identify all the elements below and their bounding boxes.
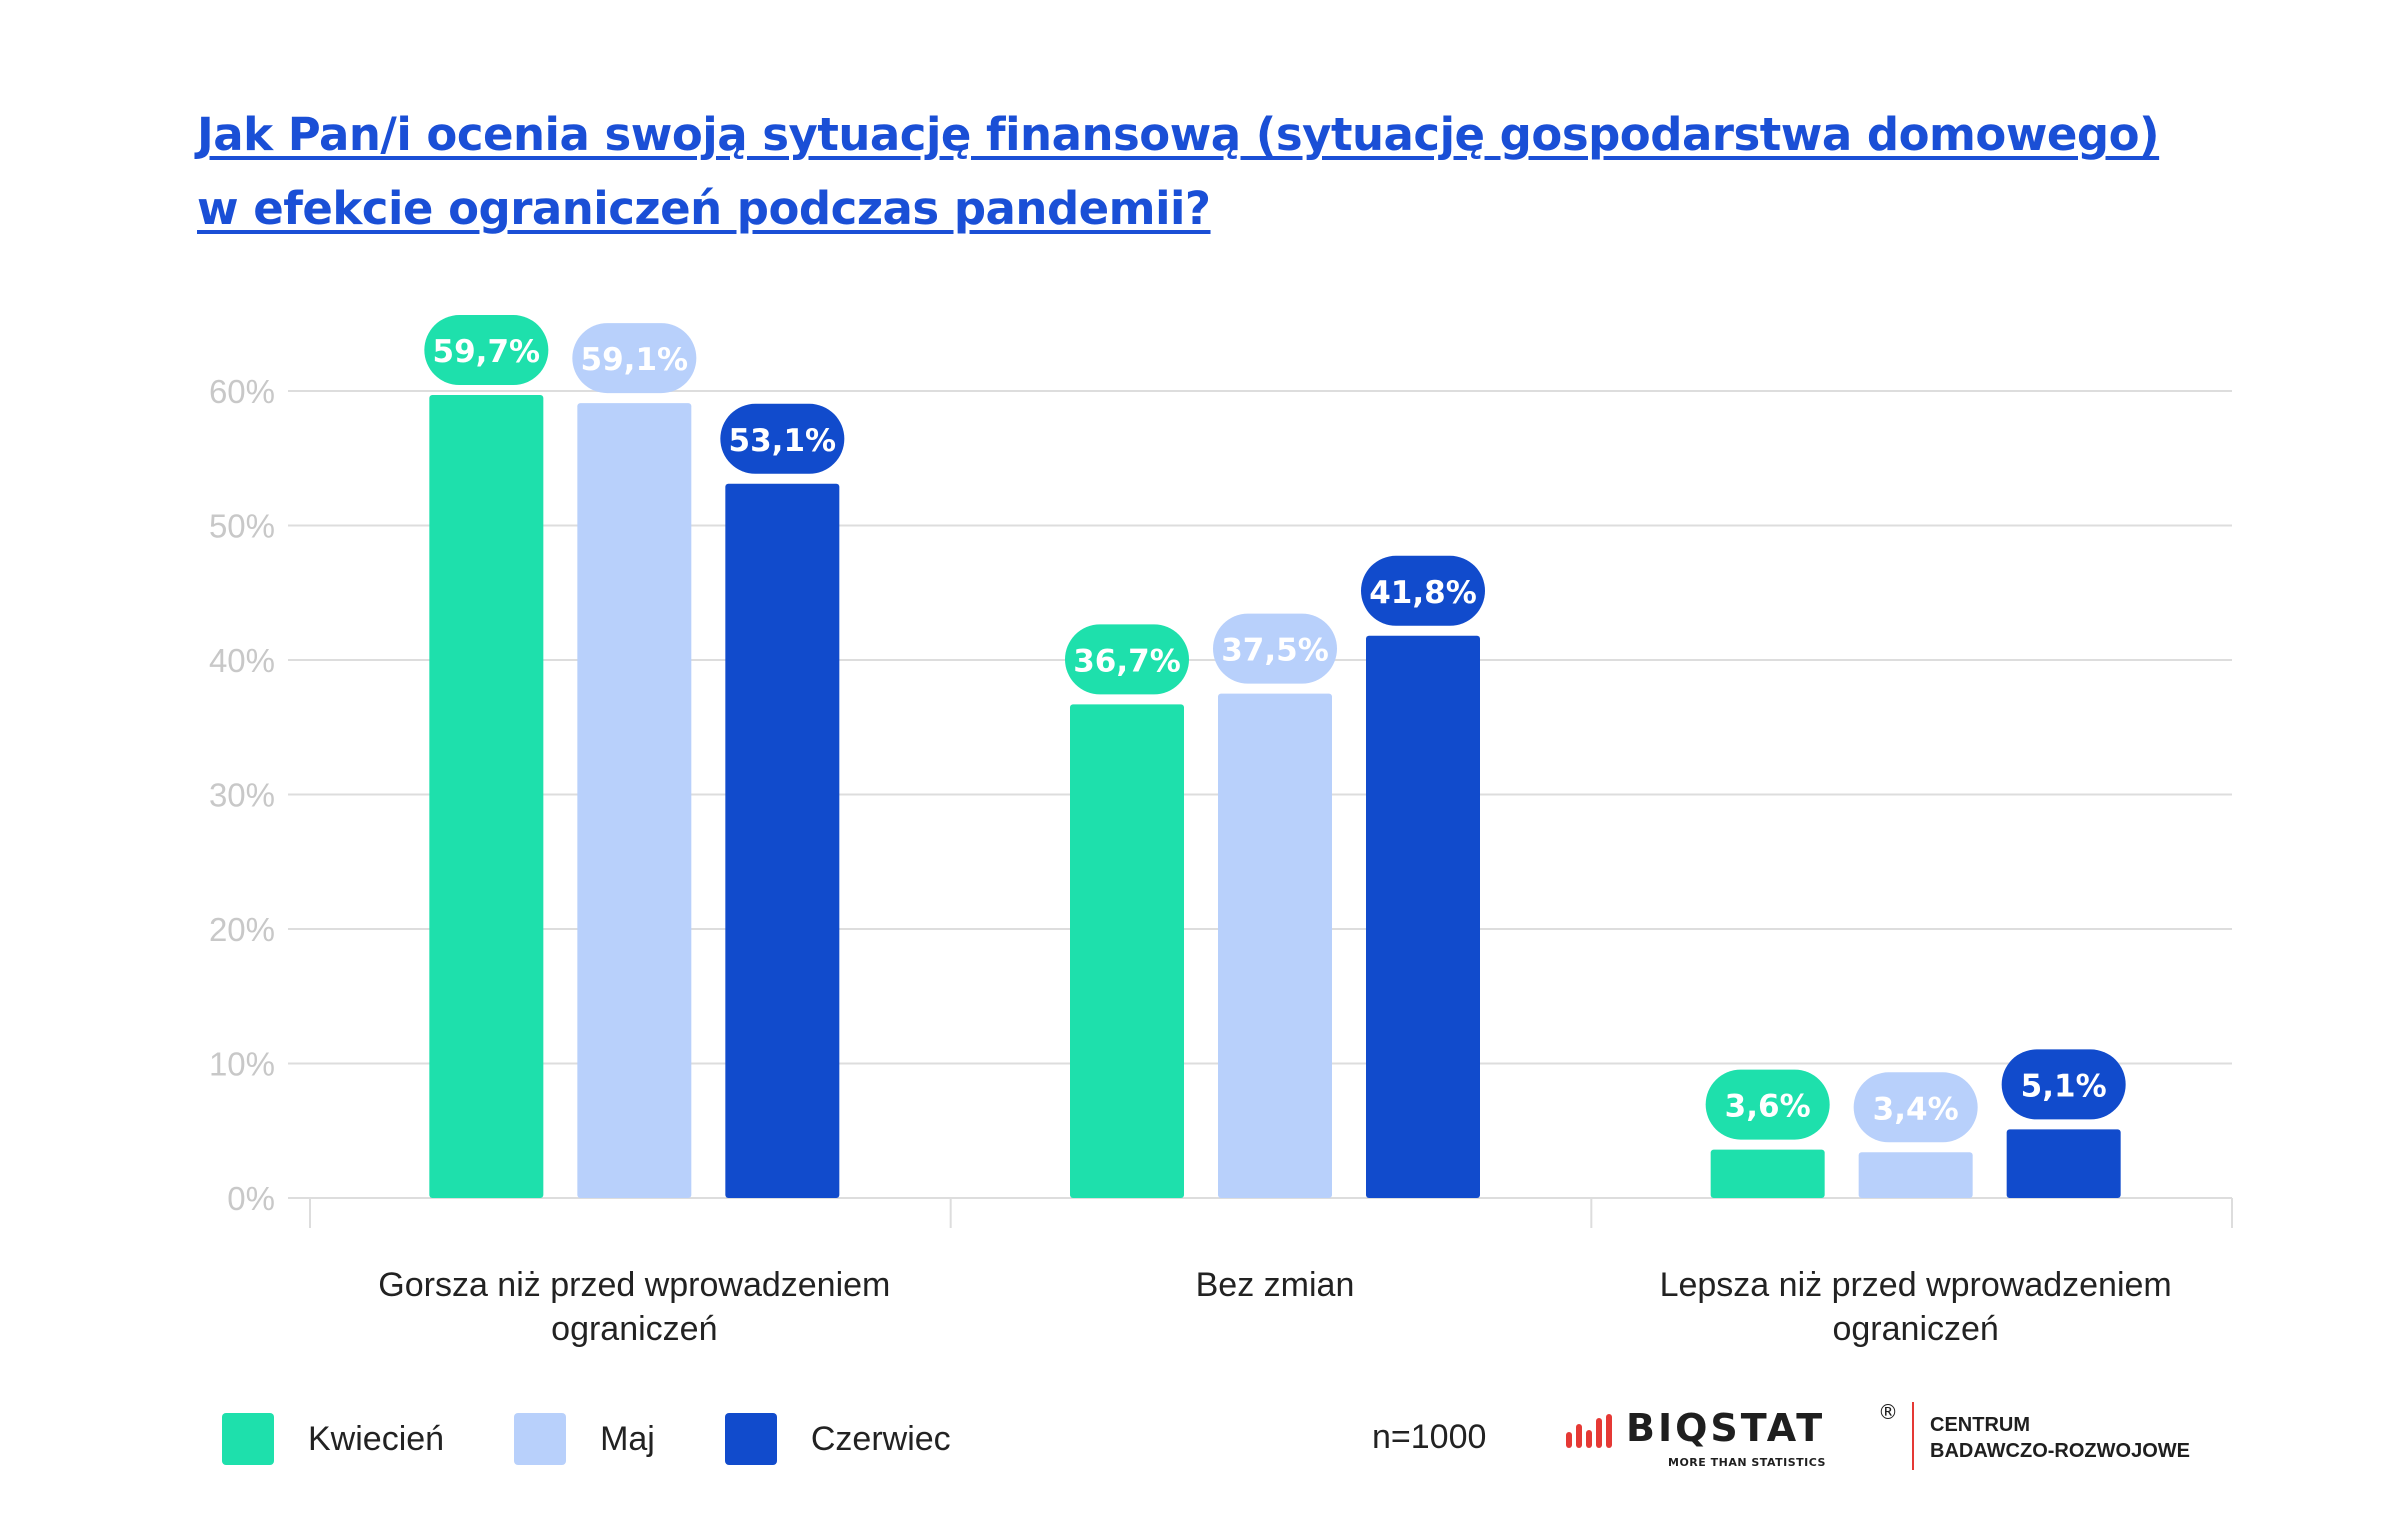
legend-swatch-czerwiec <box>724 1413 777 1465</box>
legend-label-kwiecien: Kwiecień <box>308 1419 445 1458</box>
legend-swatch-kwiecien <box>222 1413 274 1465</box>
bar <box>1710 1149 1825 1198</box>
bar <box>1070 704 1184 1198</box>
bar <box>725 483 840 1198</box>
value-label: 41,8% <box>1369 575 1477 611</box>
bar <box>1858 1152 1973 1198</box>
y-tick-label: 20% <box>209 911 275 948</box>
value-label-pill <box>1213 613 1337 684</box>
biostat-logo: BIQSTAT ® MORE THAN STATISTICS CENTRUM B… <box>1566 1400 2226 1480</box>
value-label: 36,7% <box>1073 643 1181 679</box>
legend-item-maj: Maj <box>514 1413 655 1465</box>
x-category-label: Lepsza niż przed wprowadzeniem <box>1660 1266 2172 1304</box>
value-label-pill <box>1065 624 1189 695</box>
value-label: 37,5% <box>1221 633 1329 669</box>
y-tick-label: 60% <box>209 373 275 410</box>
chart-title-line-2: w efekcie ograniczeń podczas pandemii? <box>197 182 1211 235</box>
logo-tagline: MORE THAN STATISTICS <box>1668 1456 1826 1469</box>
logo-name: BIQSTAT <box>1626 1406 1826 1450</box>
legend-swatch-maj <box>514 1413 567 1465</box>
value-label: 3,6% <box>1725 1089 1811 1125</box>
y-tick-label: 50% <box>209 508 275 545</box>
bar <box>577 403 692 1199</box>
bar <box>2006 1129 2121 1198</box>
logo-org-line-2: BADAWCZO-ROZWOJOWE <box>1930 1440 2190 1462</box>
x-category-label: ograniczeń <box>1832 1310 1998 1348</box>
logo-bars-icon <box>1566 1414 1612 1448</box>
chart-legend: Kwiecień Maj Czerwiec <box>222 1413 1021 1465</box>
value-label-pill <box>1853 1072 1978 1143</box>
y-tick-label: 30% <box>209 777 275 814</box>
value-label: 59,7% <box>433 334 541 370</box>
x-category-label: Gorsza niż przed wprowadzeniem <box>378 1266 890 1304</box>
value-label-pill <box>2001 1049 2126 1120</box>
y-tick-label: 0% <box>227 1180 275 1217</box>
value-label-pill <box>1361 555 1485 626</box>
value-label-pill <box>572 323 697 394</box>
sample-size-note: n=1000 <box>1372 1418 1487 1456</box>
value-label-pill <box>720 403 845 474</box>
value-label: 59,1% <box>581 342 689 378</box>
value-label-pill <box>1705 1069 1830 1140</box>
chart-title: Jak Pan/i ocenia swoją sytuację finansow… <box>197 98 2197 246</box>
value-label-pill <box>424 315 549 386</box>
logo-org-line-1: CENTRUM <box>1930 1414 2030 1436</box>
legend-label-maj: Maj <box>600 1419 655 1458</box>
chart-title-line-1: Jak Pan/i ocenia swoją sytuację finansow… <box>197 108 2160 161</box>
bar <box>429 395 544 1198</box>
logo-divider <box>1912 1402 1914 1470</box>
bar <box>1366 635 1480 1198</box>
x-category-label: Bez zmian <box>1196 1266 1355 1304</box>
logo-organization: CENTRUM BADAWCZO-ROZWOJOWE <box>1930 1412 2190 1464</box>
bar-chart: 0% 10% 20% 30% 40% 50% 60% 59,7% 59,1% 53,1% Gorsz… <box>209 315 2233 1348</box>
bar <box>1218 693 1332 1198</box>
value-label: 5,1% <box>2021 1068 2107 1104</box>
y-tick-label: 40% <box>209 642 275 679</box>
y-tick-label: 10% <box>209 1046 275 1083</box>
logo-registered-mark: ® <box>1878 1400 1898 1424</box>
legend-item-kwiecien: Kwiecień <box>222 1413 444 1465</box>
value-label: 53,1% <box>729 423 837 459</box>
legend-item-czerwiec: Czerwiec <box>724 1413 951 1465</box>
x-category-label: ograniczeń <box>551 1310 717 1348</box>
legend-label-czerwiec: Czerwiec <box>810 1419 951 1458</box>
value-label: 3,4% <box>1873 1091 1959 1127</box>
